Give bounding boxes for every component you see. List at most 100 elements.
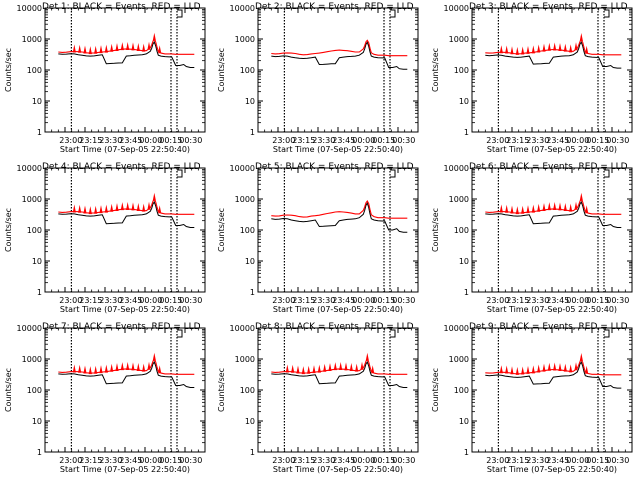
- y-axis-label: Counts/sec: [431, 48, 440, 92]
- x-tick-label: 23:00: [272, 456, 295, 465]
- x-tick-label: 23:00: [59, 456, 82, 465]
- lld-spike-marker: [78, 364, 82, 373]
- x-tick-label: 23:00: [486, 136, 509, 145]
- lld-spike-marker: [579, 192, 583, 201]
- y-tick-label: 10000: [444, 324, 469, 333]
- x-axis-label: Start Time (07-Sep-05 22:50:40): [60, 465, 190, 474]
- x-tick-label: 00:00: [139, 296, 162, 305]
- panel-det-5: Det 5: BLACK = Events, RED = LLD 1 10 100 10…: [217, 162, 419, 314]
- lld-spike-marker: [563, 203, 567, 212]
- x-axis-label: Start Time (07-Sep-05 22:50:40): [273, 145, 403, 154]
- y-tick-label: 10000: [230, 324, 255, 333]
- lld-spike-marker: [542, 363, 546, 372]
- lld-spike-marker: [136, 43, 140, 52]
- x-tick-label: 23:15: [292, 136, 315, 145]
- y-axis-label: Counts/sec: [217, 48, 226, 92]
- x-tick-label: 00:00: [352, 136, 375, 145]
- lld-spike-marker: [323, 363, 327, 372]
- x-tick-label: 00:00: [566, 456, 589, 465]
- x-axis-label: Start Time (07-Sep-05 22:50:40): [273, 305, 403, 314]
- lld-spike-marker: [499, 365, 503, 374]
- x-tick-label: 23:15: [79, 296, 102, 305]
- events-series-line: [485, 41, 622, 69]
- x-tick-label: 23:00: [272, 136, 295, 145]
- lld-spike-marker: [553, 362, 557, 371]
- y-tick-label: 10000: [444, 4, 469, 13]
- lld-spike-marker: [152, 192, 156, 201]
- x-tick-label: 00:30: [606, 296, 629, 305]
- lld-spike-marker: [547, 362, 551, 371]
- lld-spike-marker: [355, 363, 359, 372]
- lld-series-line: [271, 199, 408, 219]
- lld-spike-marker: [537, 44, 541, 53]
- x-tick-label: 23:45: [119, 456, 142, 465]
- lld-spike-marker: [142, 43, 146, 52]
- x-tick-label: 00:00: [566, 136, 589, 145]
- lld-spike-marker: [291, 364, 295, 373]
- lld-spike-marker: [371, 365, 375, 374]
- lld-spike-marker: [558, 42, 562, 51]
- x-tick-label: 23:45: [119, 296, 142, 305]
- y-tick-label: 100: [240, 386, 255, 395]
- x-tick-label: 23:30: [99, 136, 122, 145]
- x-tick-label: 23:30: [526, 136, 549, 145]
- lld-spike-marker: [72, 364, 76, 373]
- lld-spike-marker: [147, 41, 151, 50]
- lld-spike-marker: [126, 41, 130, 50]
- lld-spike-marker: [563, 43, 567, 52]
- x-tick-label: 00:15: [372, 456, 395, 465]
- lld-spike-marker: [499, 45, 503, 54]
- panel-det-9: Det 9: BLACK = Events, RED = LLD 1 10 100 10…: [431, 322, 633, 474]
- y-tick-label: 100: [27, 226, 42, 235]
- y-tick-label: 100: [454, 386, 469, 395]
- y-tick-label: 100: [240, 66, 255, 75]
- panel-det-1: Det 1: BLACK = Events, RED = LLD 1 10 100 10…: [4, 2, 206, 154]
- lld-spike-marker: [360, 361, 364, 370]
- y-tick-label: 10000: [230, 164, 255, 173]
- lld-spike-marker: [526, 205, 530, 214]
- x-tick-label: 23:15: [79, 456, 102, 465]
- lld-spike-marker: [569, 203, 573, 212]
- x-tick-label: 23:00: [59, 296, 82, 305]
- lld-spike-marker: [585, 365, 589, 374]
- x-tick-label: 00:00: [352, 296, 375, 305]
- y-tick-label: 1: [250, 288, 255, 297]
- x-tick-label: 23:30: [99, 456, 122, 465]
- lld-spike-marker: [296, 365, 300, 374]
- lld-spike-marker: [301, 366, 305, 375]
- lld-spike-marker: [99, 45, 103, 54]
- x-tick-label: 00:30: [179, 456, 202, 465]
- lld-spike-marker: [152, 32, 156, 41]
- y-tick-label: 1000: [235, 35, 255, 44]
- x-tick-label: 23:00: [486, 296, 509, 305]
- panel-title: Det 3: BLACK = Events, RED = LLD: [469, 2, 628, 12]
- lld-spike-marker: [553, 42, 557, 51]
- events-series-line: [485, 200, 622, 228]
- lld-spike-marker: [307, 365, 311, 374]
- x-tick-label: 23:30: [526, 456, 549, 465]
- lld-spike-marker: [115, 362, 119, 371]
- x-axis-label: Start Time (07-Sep-05 22:50:40): [487, 465, 617, 474]
- lld-spike-marker: [147, 361, 151, 370]
- x-tick-label: 23:00: [59, 136, 82, 145]
- y-axis-label: Counts/sec: [4, 48, 13, 92]
- x-tick-label: 00:30: [179, 136, 202, 145]
- y-tick-label: 10000: [444, 164, 469, 173]
- events-series-line: [271, 360, 408, 388]
- lld-spike-marker: [120, 362, 124, 371]
- panel-det-2: Det 2: BLACK = Events, RED = LLD 1 10 100 10…: [217, 2, 419, 154]
- lld-spike-marker: [312, 365, 316, 374]
- lld-spike-marker: [120, 42, 124, 51]
- lld-spike-marker: [152, 352, 156, 361]
- lld-spike-marker: [339, 361, 343, 370]
- x-tick-label: 23:15: [506, 136, 529, 145]
- lld-spike-marker: [344, 362, 348, 371]
- top-marker-box: [604, 169, 610, 178]
- y-tick-label: 10000: [17, 4, 42, 13]
- lld-spike-marker: [94, 205, 98, 214]
- lld-spike-marker: [131, 42, 135, 51]
- lld-spike-marker: [131, 362, 135, 371]
- lld-spike-marker: [115, 202, 119, 211]
- panel-title: Det 2: BLACK = Events, RED = LLD: [255, 2, 414, 12]
- panel-det-4: Det 4: BLACK = Events, RED = LLD 1 10 100 10…: [4, 162, 206, 314]
